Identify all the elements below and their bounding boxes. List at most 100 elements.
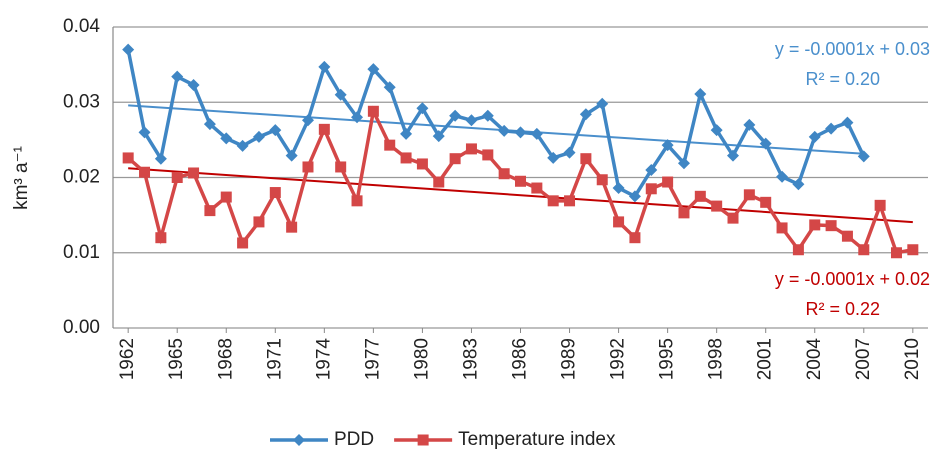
trendline (128, 167, 913, 224)
marker (334, 88, 347, 101)
marker (907, 244, 919, 256)
marker (890, 247, 902, 259)
marker (808, 130, 821, 143)
marker (645, 163, 658, 176)
marker (302, 161, 314, 173)
marker (482, 149, 494, 161)
marker (579, 108, 592, 121)
marker (857, 150, 870, 163)
marker (154, 152, 167, 165)
marker (236, 139, 249, 152)
marker (530, 127, 543, 140)
marker (416, 102, 429, 115)
marker (285, 149, 298, 162)
marker (449, 109, 462, 122)
marker (515, 175, 526, 187)
x-tick-label: 1974 (313, 338, 334, 381)
x-tick-label: 1971 (264, 338, 285, 380)
marker (384, 139, 396, 151)
marker (139, 166, 151, 178)
marker (547, 195, 559, 207)
x-tick-label: 1998 (706, 338, 727, 380)
marker (628, 190, 641, 203)
x-tick-label: 2001 (755, 338, 776, 380)
marker (645, 183, 657, 195)
marker (465, 114, 478, 127)
trend-r2: R² = 0.20 (805, 69, 880, 89)
marker (743, 118, 756, 131)
marker (760, 196, 772, 208)
marker (171, 172, 183, 183)
marker (711, 200, 723, 212)
marker (269, 187, 281, 199)
marker (138, 126, 151, 139)
marker (367, 105, 379, 117)
legend-item: PDD (270, 429, 374, 450)
marker (580, 153, 592, 165)
marker (596, 174, 608, 186)
marker (596, 97, 609, 110)
marker (564, 195, 576, 207)
marker (678, 207, 690, 219)
trendline (128, 104, 864, 155)
marker (220, 132, 233, 145)
marker (301, 114, 314, 127)
marker (727, 149, 740, 162)
legend-label: Temperature index (458, 429, 616, 450)
y-tick-label: 0.01 (63, 242, 100, 263)
y-tick-label: 0.03 (63, 91, 100, 112)
marker (727, 212, 739, 224)
marker (335, 161, 347, 173)
marker (710, 124, 723, 137)
marker (293, 434, 305, 446)
x-tick-label: 1965 (166, 338, 187, 380)
trend-equation: y = -0.0001x + 0.03 (775, 39, 930, 59)
x-tick-label: 1992 (608, 338, 629, 380)
x-tick-label: 2010 (902, 338, 923, 380)
marker (759, 137, 772, 150)
marker (792, 244, 804, 256)
marker (204, 205, 216, 217)
marker (776, 222, 788, 234)
marker (465, 143, 477, 155)
y-axis-label: km³ a⁻¹ (11, 146, 32, 210)
marker (563, 146, 576, 159)
x-tick-label: 1968 (215, 338, 236, 380)
marker (449, 153, 461, 165)
series-line (126, 49, 866, 199)
x-tick-label: 1989 (559, 338, 580, 380)
marker (629, 232, 641, 244)
marker (400, 127, 413, 140)
marker (858, 244, 870, 256)
legend-item: Temperature index (394, 429, 616, 450)
legend-label: PDD (334, 429, 374, 450)
marker (825, 220, 837, 232)
trend-r2: R² = 0.22 (805, 299, 880, 319)
marker (417, 434, 429, 446)
marker (433, 176, 445, 188)
marker (269, 124, 282, 137)
marker (252, 130, 265, 143)
marker (776, 170, 789, 183)
marker (432, 130, 445, 143)
marker (318, 123, 330, 135)
x-tick-label: 1983 (460, 338, 481, 380)
marker (351, 195, 363, 207)
marker (825, 122, 838, 135)
marker (383, 81, 396, 94)
marker (416, 158, 428, 170)
marker (187, 78, 200, 91)
marker (694, 190, 706, 202)
marker (122, 152, 134, 164)
marker (253, 216, 265, 228)
marker (613, 216, 625, 228)
marker (203, 118, 216, 131)
x-tick-label: 1986 (510, 338, 531, 380)
marker (400, 152, 412, 164)
marker (155, 232, 167, 244)
marker (743, 189, 755, 201)
marker (612, 182, 625, 195)
marker (792, 178, 805, 191)
x-tick-label: 2004 (804, 338, 825, 381)
marker (318, 60, 331, 73)
